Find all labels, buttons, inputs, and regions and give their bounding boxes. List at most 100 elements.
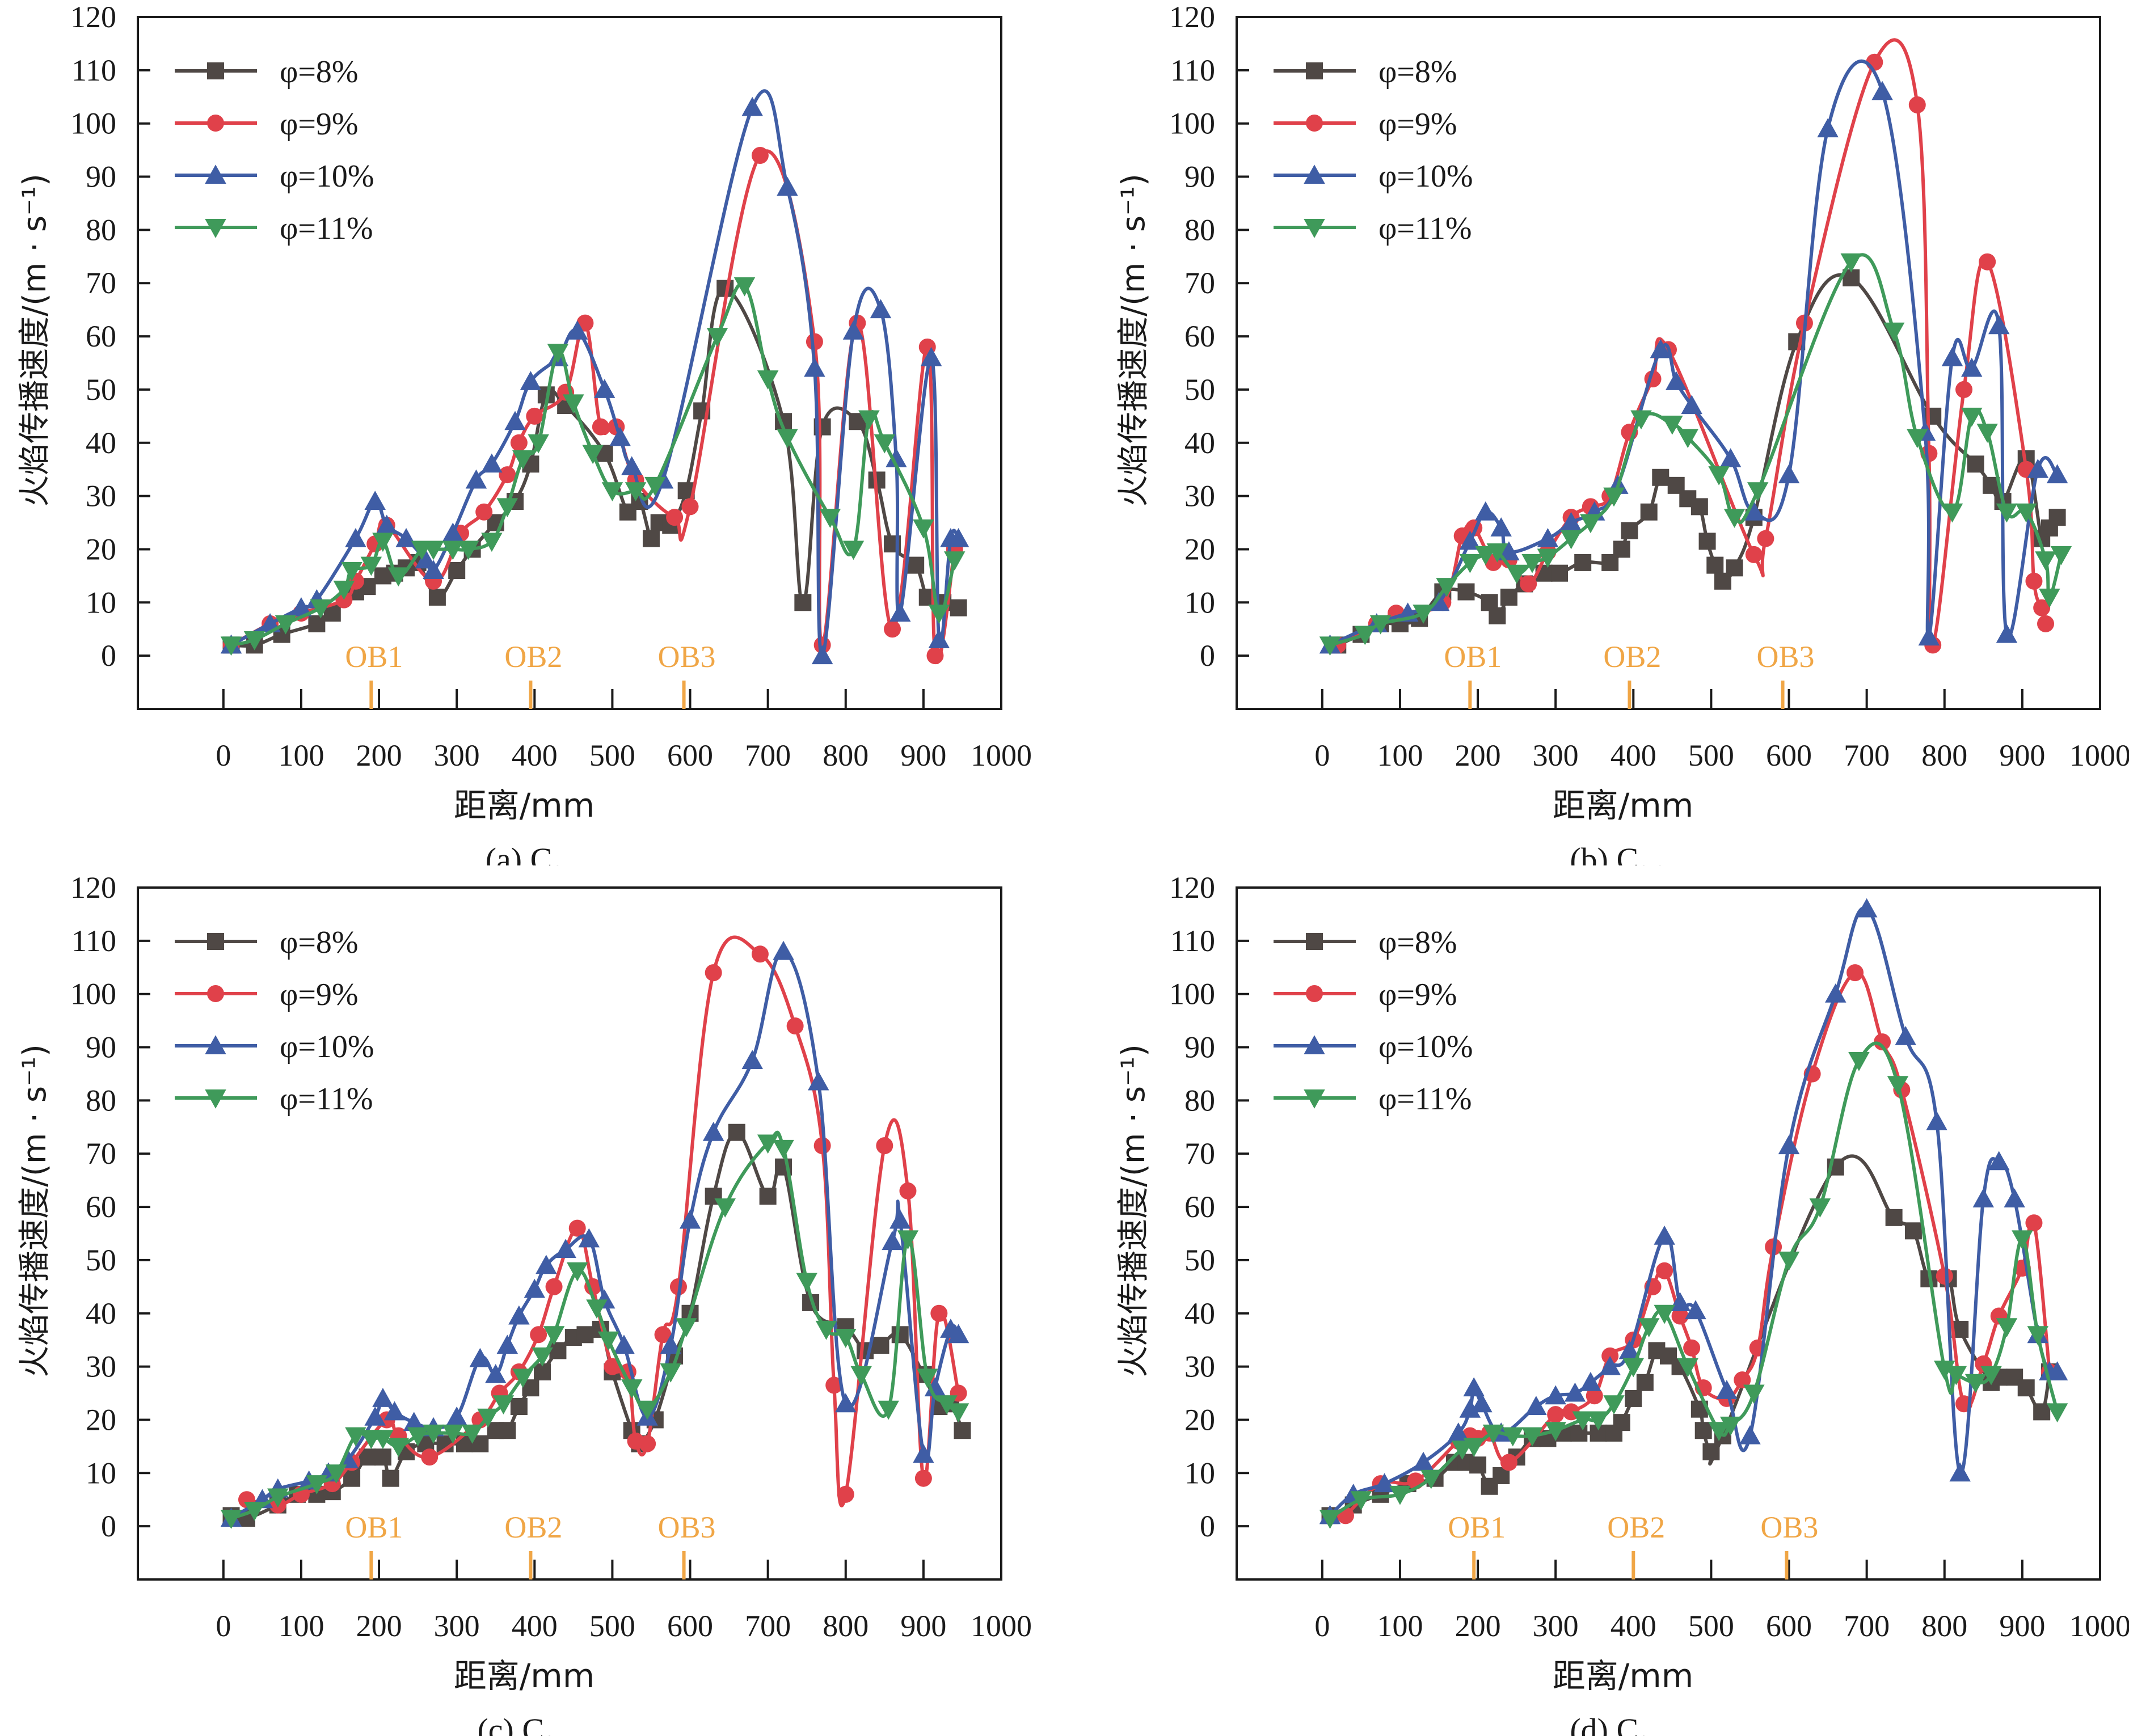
- data-point-square: [872, 1337, 889, 1354]
- data-point-triangle-down: [1719, 1416, 1742, 1436]
- data-point-triangle-up: [741, 1050, 763, 1069]
- data-point-circle: [884, 620, 901, 638]
- y-tick-label: 110: [71, 53, 116, 87]
- data-point-triangle-down: [1502, 1427, 1524, 1447]
- data-point-triangle-down: [1980, 1366, 2002, 1386]
- x-tick-label: 200: [1455, 738, 1501, 772]
- data-point-triangle-up: [1650, 339, 1672, 358]
- data-point-square: [428, 588, 446, 606]
- data-point-triangle-down: [345, 1427, 366, 1447]
- data-point-circle: [1306, 115, 1323, 132]
- data-point-triangle-down: [512, 450, 534, 470]
- data-point-triangle-down: [1887, 1076, 1909, 1095]
- data-point-square: [1694, 1422, 1712, 1439]
- data-point-triangle-up: [702, 1121, 724, 1141]
- data-point-triangle-up: [1739, 1425, 1761, 1444]
- y-axis-label: 火焰传播速度/(m · s⁻¹): [1115, 1044, 1152, 1378]
- y-tick-label: 30: [1184, 1350, 1215, 1384]
- data-point-circle: [207, 115, 224, 132]
- data-point-circle: [592, 418, 609, 436]
- data-point-triangle-up: [508, 1305, 530, 1325]
- x-tick-label: 900: [900, 1609, 946, 1643]
- data-point-circle: [568, 1219, 586, 1237]
- data-point-square: [382, 1469, 399, 1487]
- data-point-triangle-down: [243, 631, 265, 651]
- data-point-triangle-up: [1926, 1111, 1947, 1130]
- caption-prefix: (a) C: [486, 841, 553, 865]
- data-point-triangle-up: [870, 299, 892, 319]
- data-point-triangle-down: [644, 476, 666, 496]
- data-point-triangle-down: [1638, 1318, 1660, 1337]
- data-point-triangle-down: [566, 1262, 588, 1282]
- data-point-triangle-down: [842, 540, 865, 560]
- data-point-triangle-down: [1420, 1469, 1442, 1489]
- data-point-circle: [1936, 1268, 1953, 1285]
- x-tick-label: 900: [1999, 738, 2045, 772]
- data-point-square: [891, 1326, 909, 1344]
- data-point-triangle-down: [1369, 615, 1392, 635]
- data-point-triangle-down: [1883, 322, 1905, 342]
- data-point-triangle-up: [1941, 347, 1963, 366]
- data-point-circle: [530, 1326, 547, 1344]
- data-point-triangle-up: [1996, 623, 2018, 643]
- data-point-square: [576, 1326, 594, 1344]
- y-tick-label: 30: [86, 1350, 116, 1384]
- data-point-circle: [604, 1358, 621, 1375]
- legend-label: φ=9%: [280, 977, 359, 1012]
- legend-item: φ=9%: [175, 107, 359, 142]
- data-point-triangle-down: [2050, 546, 2072, 565]
- y-tick-label: 30: [86, 479, 116, 513]
- data-point-circle: [751, 945, 769, 963]
- chart-d: 0 10 20 30 40 50 60 70 80 90 100 110 120 0 100 200 300 40…: [1115, 871, 2129, 1736]
- data-point-triangle-down: [387, 1438, 410, 1458]
- series-phi11: [1319, 253, 2072, 656]
- data-point-circle: [786, 1017, 804, 1034]
- series-phi10: [220, 940, 969, 1527]
- data-point-triangle-up: [1373, 1473, 1396, 1493]
- panel-d: 0 10 20 30 40 50 60 70 80 90 100 110 120 0 100 200 300 40…: [1099, 871, 2129, 1736]
- data-point-triangle-down: [1413, 605, 1434, 624]
- data-point-triangle-up: [1459, 530, 1481, 550]
- data-point-triangle-up: [345, 527, 366, 547]
- y-tick-label: 80: [86, 213, 116, 247]
- data-point-triangle-down: [267, 1488, 289, 1508]
- data-point-triangle-up: [205, 164, 226, 184]
- data-point-triangle-down: [1319, 636, 1341, 656]
- data-point-triangle-down: [1941, 503, 1963, 523]
- y-tick-label: 80: [1184, 213, 1215, 247]
- data-point-circle: [825, 1376, 843, 1394]
- data-point-triangle-up: [1463, 1377, 1485, 1397]
- data-point-triangle-up: [920, 347, 942, 366]
- x-tick-label: 100: [278, 1609, 324, 1643]
- data-point-square: [728, 1123, 745, 1141]
- y-tick-label: 20: [86, 1403, 116, 1437]
- data-point-triangle-up: [2004, 1188, 2025, 1207]
- data-point-triangle-up: [882, 1231, 903, 1251]
- data-point-triangle-down: [2046, 1403, 2068, 1423]
- obstacle-label: OB1: [1444, 640, 1502, 674]
- data-point-circle: [1671, 1307, 1689, 1325]
- data-point-circle: [207, 985, 224, 1002]
- data-point-circle: [1745, 546, 1763, 563]
- data-point-triangle-up: [1825, 983, 1846, 1003]
- chart-b: 0 10 20 30 40 50 60 70 80 90 100 110 120 0 100 200 300 40…: [1115, 0, 2129, 865]
- data-point-triangle-down: [275, 615, 297, 635]
- data-point-circle: [639, 1435, 656, 1452]
- data-point-triangle-up: [578, 1228, 600, 1248]
- data-point-square: [1306, 62, 1323, 79]
- data-point-triangle-down: [1708, 1422, 1730, 1441]
- y-tick-label: 100: [70, 977, 116, 1011]
- y-tick-label: 100: [1169, 977, 1215, 1011]
- x-tick-label: 400: [512, 1609, 558, 1643]
- data-point-triangle-up: [395, 527, 417, 547]
- data-point-triangle-down: [1907, 429, 1928, 449]
- data-point-triangle-up: [1490, 517, 1512, 537]
- y-tick-label: 10: [86, 585, 116, 619]
- data-point-triangle-up: [947, 527, 969, 547]
- data-point-triangle-up: [484, 1363, 507, 1383]
- data-point-triangle-down: [407, 1427, 429, 1447]
- series-line-phi9: [246, 935, 960, 1507]
- data-point-triangle-down: [1389, 1485, 1411, 1505]
- data-point-triangle-down: [773, 1139, 794, 1159]
- y-tick-label: 30: [1184, 479, 1215, 513]
